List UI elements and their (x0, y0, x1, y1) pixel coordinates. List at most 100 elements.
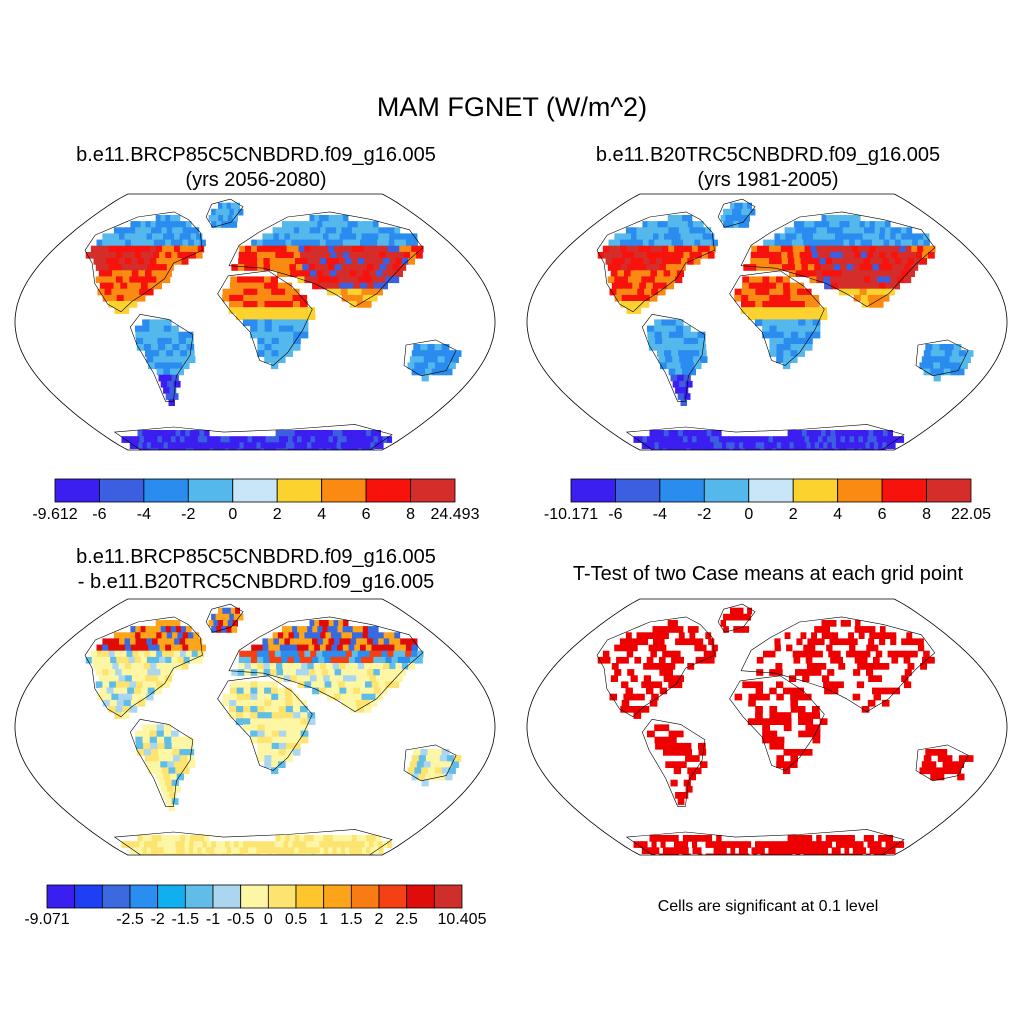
grid-cell (378, 442, 384, 449)
grid-cell (734, 202, 740, 210)
grid-cell (866, 288, 875, 296)
grid-cell (171, 331, 180, 339)
grid-cell (304, 245, 311, 253)
grid-cell (330, 448, 336, 450)
grid-cell (257, 319, 266, 327)
grid-cell (894, 270, 902, 277)
grid-cell (124, 638, 131, 646)
grid-cell (142, 448, 148, 450)
grid-cell (621, 681, 629, 689)
grid-cell (151, 227, 157, 234)
colorbar-box (74, 884, 103, 909)
grid-cell (392, 264, 400, 271)
grid-cell (882, 847, 888, 854)
colorbar-box (410, 478, 456, 503)
grid-cell (109, 699, 118, 707)
grid-cell (377, 239, 384, 247)
grid-cell (235, 307, 244, 314)
grid-cell (250, 712, 258, 719)
grid-cell (360, 239, 367, 247)
grid-cell (264, 687, 272, 695)
grid-cell (308, 669, 316, 676)
grid-cell (341, 227, 348, 234)
grid-cell (154, 362, 163, 370)
grid-cell (91, 656, 99, 664)
grid-cell (325, 632, 332, 639)
grid-cell (309, 835, 315, 842)
grid-cell (156, 632, 163, 639)
grid-cell (354, 288, 363, 296)
grid-cell (330, 227, 337, 234)
grid-cell (849, 430, 855, 437)
grid-cell (149, 736, 158, 744)
grid-cell (379, 656, 387, 664)
grid-cell (885, 282, 894, 290)
grid-cell (238, 208, 244, 216)
grid-cell (816, 276, 824, 284)
grid-cell (319, 436, 325, 443)
grid-cell (628, 251, 635, 259)
grid-cell (678, 632, 685, 639)
grid-cell (277, 282, 286, 290)
grid-cell (930, 368, 938, 376)
grid-cell (345, 442, 350, 449)
grid-cell (858, 632, 865, 639)
grid-cell (660, 436, 666, 443)
grid-cell (850, 258, 858, 265)
grid-cell (372, 221, 379, 228)
grid-cell (269, 251, 276, 259)
grid-cell (191, 650, 199, 658)
grid-cell (136, 239, 143, 247)
grid-cell (149, 331, 158, 339)
grid-cell (293, 227, 300, 234)
grid-cell (288, 227, 295, 234)
grid-cell (762, 251, 770, 259)
grid-cell (171, 798, 179, 805)
grid-cell (351, 835, 358, 842)
grid-cell (826, 644, 833, 652)
grid-cell (869, 227, 876, 234)
grid-cell (782, 276, 790, 284)
grid-cell (140, 632, 147, 639)
grid-cell (348, 644, 355, 652)
grid-cell (386, 669, 394, 676)
grid-cell (214, 442, 219, 449)
colorbar-tick-label: 24.493 (430, 506, 480, 523)
grid-cell (188, 442, 194, 449)
grid-cell (812, 730, 821, 738)
grid-cell (130, 221, 137, 228)
grid-cell (271, 325, 280, 333)
grid-cell (128, 656, 136, 664)
grid-cell (677, 251, 684, 259)
grid-cell (365, 853, 371, 855)
grid-cell (341, 699, 350, 707)
grid-cell (95, 276, 103, 284)
grid-cell (665, 251, 672, 259)
colorbar-tick-label: -4 (136, 506, 152, 523)
grid-cell (803, 239, 810, 247)
grid-cell (867, 699, 876, 707)
grid-cell (675, 730, 684, 738)
grid-cell (699, 350, 707, 357)
grid-cell (343, 675, 351, 682)
grid-cell (169, 387, 177, 394)
grid-cell (182, 239, 189, 247)
grid-cell (122, 706, 131, 713)
grid-cell (163, 773, 171, 781)
grid-cell (776, 313, 785, 320)
grid-cell (826, 215, 832, 222)
grid-cell (193, 448, 199, 450)
grid-cell (231, 442, 236, 449)
grid-cell (907, 663, 915, 670)
grid-cell (609, 693, 617, 701)
grid-cell (890, 436, 896, 443)
grid-cell (890, 841, 896, 848)
grid-cell (111, 288, 119, 296)
grid-cell (382, 239, 390, 247)
grid-cell (790, 331, 799, 339)
grid-cell (642, 841, 648, 848)
grid-cell (661, 276, 669, 284)
colorbar-tick-label: 22.05 (950, 506, 992, 523)
grid-cell (338, 276, 346, 284)
grid-cell (146, 693, 154, 701)
